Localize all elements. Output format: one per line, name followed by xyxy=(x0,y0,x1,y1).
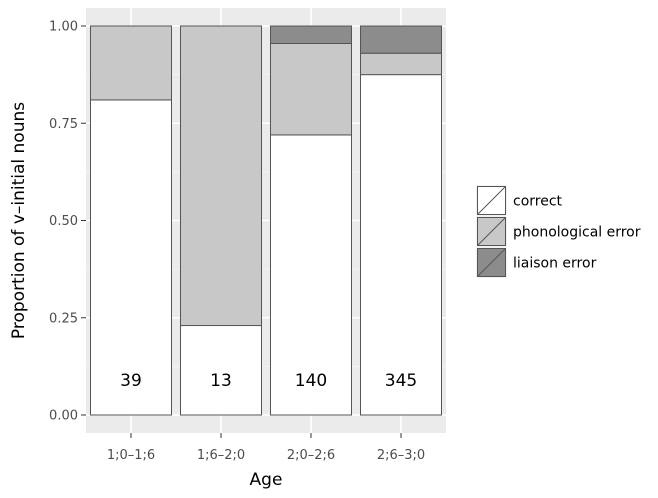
count-labels: 39 13 140 345 xyxy=(120,371,417,391)
legend-label: correct xyxy=(513,194,563,210)
count-label: 39 xyxy=(120,371,142,391)
y-tick-label: 0.75 xyxy=(49,117,78,132)
bar-segment-liaison-error xyxy=(360,25,442,54)
y-tick-label: 0.00 xyxy=(49,409,78,424)
legend-item-liaison-error: liaison error xyxy=(476,247,597,278)
legend-swatch-diagonal xyxy=(477,217,506,246)
y-axis: 0.00 0.25 0.50 0.75 1.00 xyxy=(49,20,86,424)
legend-swatch-diagonal xyxy=(477,248,506,277)
y-axis-title: Proportion of v–initial nouns xyxy=(9,102,29,339)
x-axis-title: Age xyxy=(250,470,283,490)
bar-segment-correct xyxy=(360,74,442,416)
bar-segment-correct xyxy=(270,134,352,416)
bar-segment-phonological-error xyxy=(180,25,262,327)
bar-segment-liaison-error xyxy=(270,25,352,45)
bar-segment-phonological-error xyxy=(270,43,352,136)
legend-label: liaison error xyxy=(513,256,597,272)
y-tick-label: 0.25 xyxy=(49,311,78,326)
x-tick-label: 1;0–1;6 xyxy=(107,448,155,463)
bar-segment-phonological-error xyxy=(360,52,442,76)
y-tick-label: 1.00 xyxy=(49,20,78,35)
legend: correct phonological error liaison error xyxy=(476,185,641,278)
legend-swatch-diagonal xyxy=(477,186,506,215)
bar-segment-correct xyxy=(180,325,262,416)
x-tick-label: 1;6–2;0 xyxy=(197,448,245,463)
count-label: 140 xyxy=(295,371,327,391)
bars xyxy=(90,25,442,416)
count-label: 345 xyxy=(385,371,417,391)
x-axis: 1;0–1;6 1;6–2;0 2;0–2;6 2;6–3;0 xyxy=(107,433,425,463)
y-tick-label: 0.50 xyxy=(49,214,78,229)
legend-item-correct: correct xyxy=(476,185,563,216)
x-tick-label: 2;6–3;0 xyxy=(377,448,425,463)
bar-segment-correct xyxy=(90,99,172,416)
x-tick-label: 2;0–2;6 xyxy=(287,448,335,463)
legend-item-phonological-error: phonological error xyxy=(476,216,641,247)
legend-label: phonological error xyxy=(513,225,641,241)
bar-segment-phonological-error xyxy=(90,25,172,101)
count-label: 13 xyxy=(210,371,232,391)
